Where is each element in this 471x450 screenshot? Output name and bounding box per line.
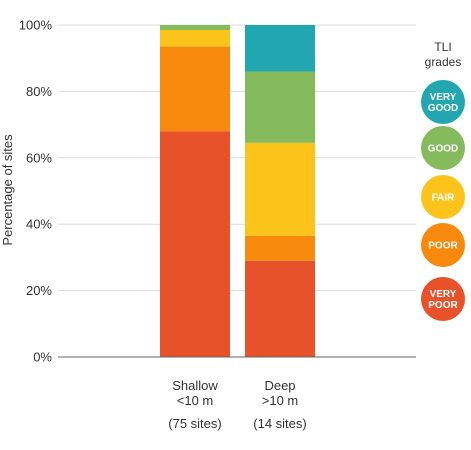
gridlines [58,24,416,292]
legend-swatch [421,126,465,170]
bar-segment [160,46,230,132]
legend-swatch [421,80,465,124]
legend-entry-label: GOOD [428,103,459,114]
legend-title: TLI [434,40,451,54]
legend-swatch [421,277,465,321]
legend-title: grades [425,55,462,69]
y-tick-label: 20% [26,283,52,298]
bar-segment [160,131,230,357]
category-site-count: (75 sites) [168,416,221,431]
category-labels: Shallow<10 m (75 sites) Deep>10 m (14 sites… [168,378,306,431]
bar-segment [245,142,315,236]
y-axis-label: Percentage of sites [0,134,15,246]
bar-segment [245,260,315,357]
y-tick-label: 100% [19,18,53,33]
category-label: Deep [264,378,295,393]
bars [160,25,315,357]
legend-entry-label: FAIR [432,193,456,204]
bar-segment [245,25,315,72]
category-label: <10 m [177,393,214,408]
bar-segment [160,29,230,47]
legend-swatch [421,175,465,219]
bar-segment [245,71,315,143]
y-tick-label: 40% [26,217,52,232]
bar-segment [245,235,315,261]
legend-entry-label: POOR [428,241,458,252]
category-label: >10 m [262,393,299,408]
legend-swatch [421,223,465,267]
legend-entry-label: VERY [430,92,457,103]
y-tick-label: 0% [33,350,52,365]
bar-segment [160,25,230,30]
y-axis: 0% 20% 40% 60% 80% 100% [19,18,416,365]
legend-entry-label: GOOD [428,144,459,155]
legend-entry-label: POOR [428,300,458,311]
y-tick-label: 60% [26,150,52,165]
y-tick-label: 80% [26,84,52,99]
legend-entry-label: VERY [430,289,457,300]
category-site-count: (14 sites) [253,416,306,431]
category-label: Shallow [172,378,218,393]
